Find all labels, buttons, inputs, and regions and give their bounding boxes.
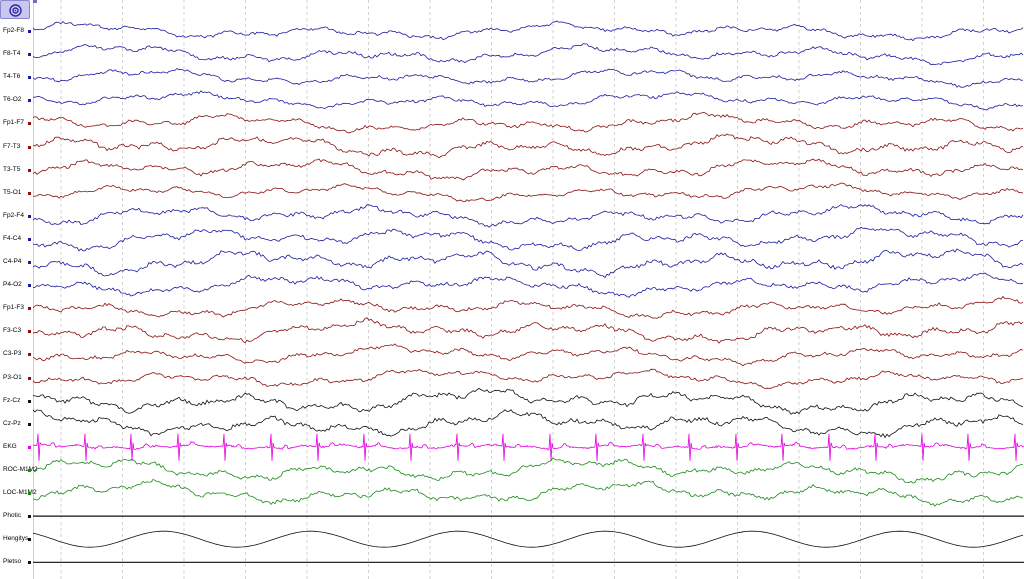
channel-color-marker bbox=[28, 538, 31, 542]
channel-trace bbox=[33, 43, 1024, 66]
channel-trace bbox=[33, 182, 1024, 203]
time-cursor-marker[interactable] bbox=[33, 0, 37, 3]
channel-color-marker bbox=[28, 561, 31, 565]
target-icon bbox=[9, 4, 22, 17]
channel-color-marker bbox=[28, 145, 31, 149]
channel-trace bbox=[33, 204, 1024, 228]
channel-color-marker bbox=[28, 99, 31, 103]
channel-trace bbox=[33, 272, 1024, 298]
channel-label[interactable]: Fp1-F3 bbox=[3, 304, 24, 312]
channel-label[interactable]: Cz-Pz bbox=[3, 419, 21, 427]
channel-label-column: Fp2-F8 F8-T4 T4-T6 T6-O2 Fp1-F7 F7-T3 T3-T5 T5-… bbox=[0, 0, 38, 579]
channel-label[interactable]: Fp2-F4 bbox=[3, 211, 24, 219]
channel-label[interactable]: F4-C4 bbox=[3, 234, 22, 242]
channel-color-marker bbox=[28, 492, 31, 495]
channel-trace bbox=[33, 317, 1024, 344]
channel-color-marker bbox=[28, 30, 31, 33]
channel-color-marker bbox=[28, 261, 31, 264]
channel-label[interactable]: Pletso bbox=[3, 558, 22, 566]
channel-color-marker bbox=[28, 168, 31, 172]
channel-trace bbox=[33, 248, 1024, 279]
channel-label[interactable]: C3-P3 bbox=[3, 350, 22, 358]
channel-trace bbox=[33, 479, 1024, 507]
channel-label[interactable]: Photic bbox=[3, 512, 22, 520]
channel-trace bbox=[33, 20, 1024, 42]
channel-label[interactable]: Fp2-F8 bbox=[3, 27, 24, 34]
channel-color-marker bbox=[28, 399, 31, 403]
channel-trace bbox=[33, 111, 1024, 134]
channel-color-marker bbox=[28, 284, 31, 288]
channel-trace bbox=[33, 433, 1024, 461]
channel-trace bbox=[33, 226, 1023, 252]
channel-trace bbox=[33, 90, 1024, 111]
channel-label[interactable]: LOC-M1M2 bbox=[3, 489, 37, 496]
channel-label[interactable]: Fp1-F7 bbox=[3, 119, 24, 127]
channel-color-marker bbox=[28, 422, 31, 426]
channel-label[interactable]: T4-T6 bbox=[3, 73, 21, 81]
channel-label[interactable]: P4-O2 bbox=[3, 281, 22, 289]
channel-label[interactable]: Hengitys bbox=[3, 535, 29, 543]
channel-label[interactable]: P3-O1 bbox=[3, 373, 22, 381]
channel-label[interactable]: Fz-Cz bbox=[3, 396, 21, 404]
channel-color-marker bbox=[28, 353, 31, 357]
channel-label[interactable]: C4-P4 bbox=[3, 258, 22, 265]
channel-color-marker bbox=[28, 76, 31, 80]
channel-color-marker bbox=[28, 53, 31, 57]
channel-trace bbox=[33, 530, 1024, 548]
channel-color-marker bbox=[28, 122, 31, 126]
channel-trace bbox=[33, 295, 1024, 319]
channel-color-marker bbox=[28, 330, 31, 334]
channel-trace bbox=[33, 409, 1024, 439]
channel-color-marker bbox=[28, 214, 31, 218]
eeg-trace-area[interactable] bbox=[33, 0, 1024, 579]
channel-label[interactable]: ROC-M1M2 bbox=[3, 465, 38, 473]
channel-label[interactable]: F8-T4 bbox=[3, 50, 21, 58]
channel-color-marker bbox=[28, 237, 31, 241]
channel-label[interactable]: F3-C3 bbox=[3, 327, 22, 335]
channel-color-marker bbox=[28, 515, 31, 519]
channel-color-marker bbox=[28, 376, 31, 380]
channel-color-marker bbox=[28, 468, 31, 472]
channel-trace bbox=[33, 343, 1024, 367]
channel-color-marker bbox=[28, 191, 31, 195]
channel-trace bbox=[33, 368, 1024, 389]
channel-label[interactable]: T5-O1 bbox=[3, 188, 22, 196]
channel-label[interactable]: T3-T5 bbox=[3, 165, 21, 173]
channel-trace bbox=[33, 133, 1024, 159]
channel-trace bbox=[33, 457, 1023, 484]
channel-trace bbox=[33, 387, 1024, 415]
channel-label[interactable]: T6-O2 bbox=[3, 96, 22, 104]
channel-color-marker bbox=[28, 445, 31, 449]
channel-color-marker bbox=[28, 307, 31, 311]
channel-label[interactable]: EKG bbox=[3, 442, 17, 450]
channel-trace bbox=[33, 67, 1024, 88]
channel-trace bbox=[33, 158, 1024, 181]
channel-label[interactable]: F7-T3 bbox=[3, 142, 21, 150]
montage-settings-button[interactable] bbox=[0, 0, 30, 19]
